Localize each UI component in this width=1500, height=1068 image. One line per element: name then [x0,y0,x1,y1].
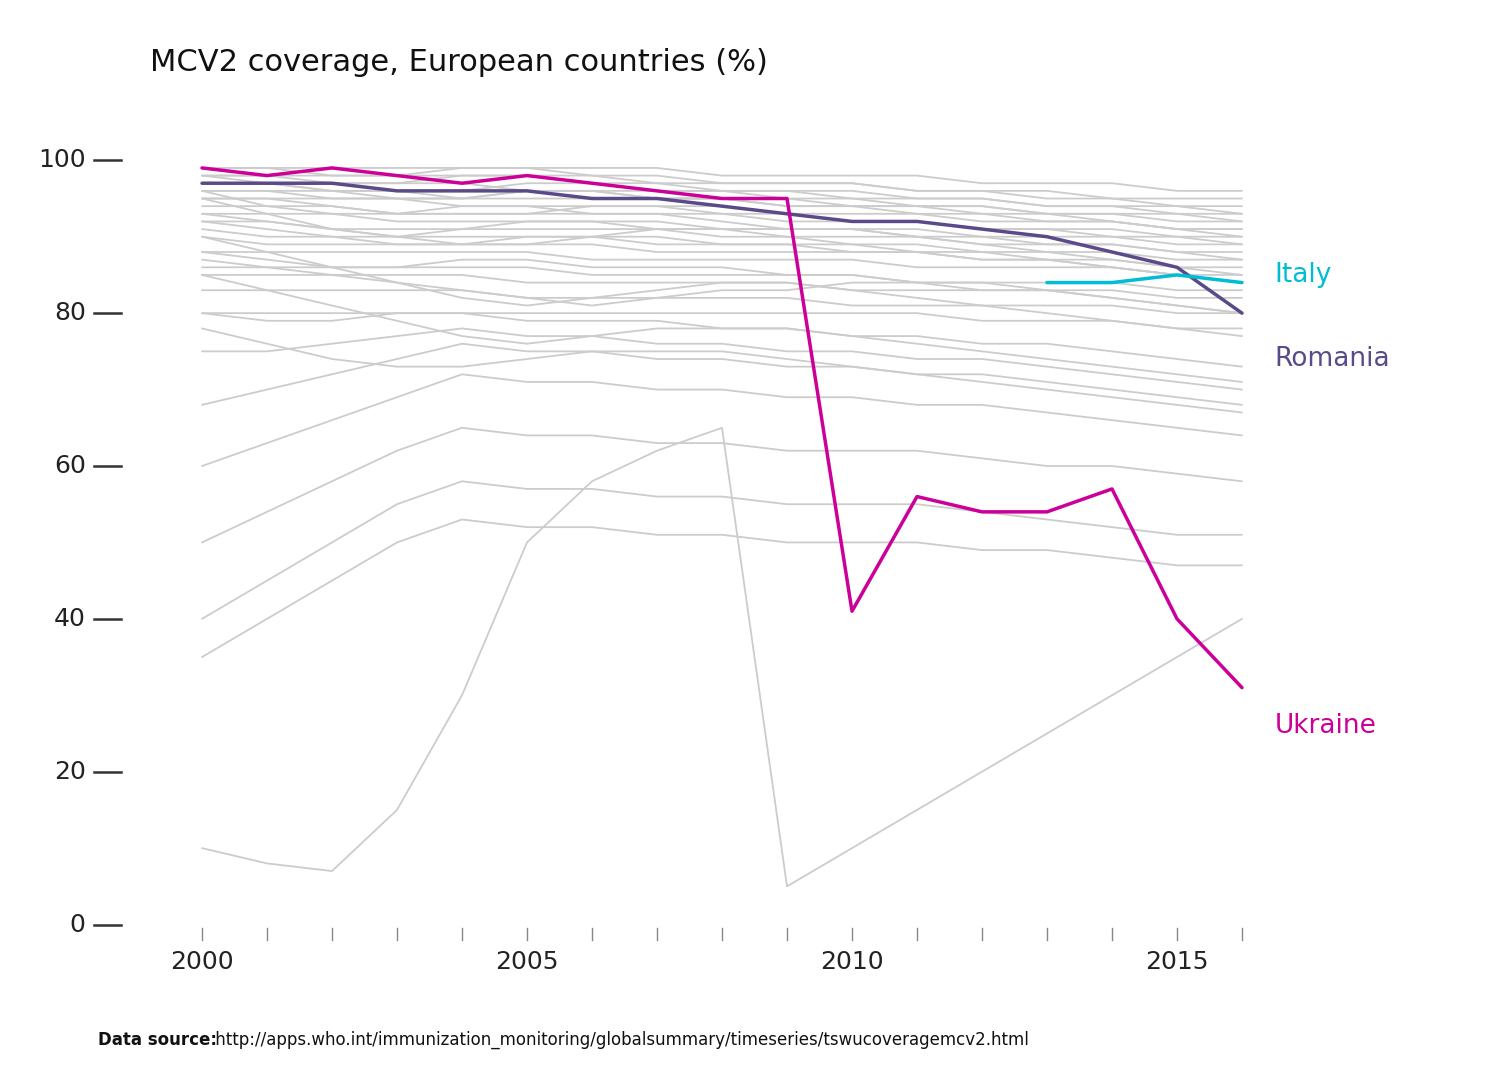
Text: 20: 20 [54,759,86,784]
Text: 80: 80 [54,301,86,325]
Text: Italy: Italy [1275,262,1332,288]
Text: http://apps.who.int/immunization_monitoring/globalsummary/timeseries/tswucoverag: http://apps.who.int/immunization_monitor… [210,1031,1029,1049]
Text: Data source:: Data source: [98,1031,216,1049]
Text: MCV2 coverage, European countries (%): MCV2 coverage, European countries (%) [150,48,768,78]
Text: 40: 40 [54,607,86,631]
Text: 100: 100 [38,148,86,172]
Text: 60: 60 [54,454,86,478]
Text: Ukraine: Ukraine [1275,712,1377,739]
Text: 0: 0 [70,912,86,937]
Text: Romania: Romania [1275,346,1390,372]
